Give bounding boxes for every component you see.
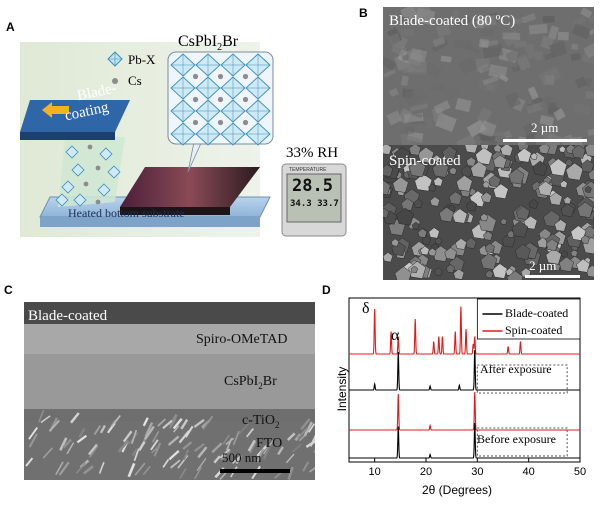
cs-atom-icon [192,73,199,80]
xrd-series-line [349,306,580,355]
cs-particle-icon [95,165,101,171]
alpha-label: α [391,327,400,344]
pbx-legend-icon [107,51,123,67]
layer-tio2-main: c-TiO [242,413,275,428]
sem-bottom-scale-label: 2 µm [529,258,557,273]
cs-particle-icon [95,199,101,205]
pbx-particle-icon [99,147,113,161]
sem-top-scale-label: 2 µm [531,120,559,135]
legend-cs-label: Cs [128,73,142,88]
x-tick-label: 50 [574,466,586,478]
layer-spiro-label: Spiro-OMeTAD [196,332,288,347]
sem-top-scale-bar [503,139,587,142]
cross-scale-bar [220,469,290,473]
pbx-particle-icon [73,193,87,207]
cs-legend-icon [112,78,118,84]
pbx-particle-icon [97,183,111,197]
rh-label: 33% RH [286,145,339,161]
cs-atom-icon [242,96,249,103]
panel-b-label: B [359,6,368,20]
layer-perovskite-main: CsPbI [224,374,259,389]
after-exposure-box [476,364,568,394]
cs-atom-icon [217,73,224,80]
crystal-lattice [170,53,271,146]
xrd-series-line [349,391,580,431]
xrd-series-line [349,349,580,391]
legend-blade-label: Blade-coated [505,306,569,320]
panel-a-schematic: Pb-X Cs CsPbI2Br Blade- coating 33% RH H… [20,22,355,262]
pbx-particle-icon [107,165,121,179]
cs-atom-icon [217,119,224,126]
layer-perovskite-sub: 2 [258,380,263,391]
blade-arrow-icon [42,102,69,118]
hygrometer-hum-value: 34.3 [290,199,312,209]
cs-particle-icon [87,144,93,150]
sem-top-texture [383,7,594,145]
xrd-svg: 10 20 30 40 50 [348,297,586,478]
substrate-label: Heated bottom substrate [68,206,185,220]
x-tick-label: 30 [471,466,483,478]
cs-atom-icon [242,119,249,126]
x-tick-label: 40 [523,466,535,478]
before-exposure-label: Before exposure [477,432,556,446]
layer-tio2-label: c-TiO2 [242,413,279,430]
xrd-ylabel: Intensity [335,366,349,412]
hygrometer-humidity: 34.3 33.7 [290,199,339,209]
panel-c-sem-cross-section: Blade-coated Spiro-OMeTAD CsPbI2Br c-TiO… [24,302,315,480]
pbx-particle-icon [71,163,85,177]
crystal-title-sub: 2 [217,42,223,54]
before-exposure-box [476,427,568,457]
crystal-title-main: CsPbI [178,33,218,50]
layer-perovskite-rest: Br [262,374,277,389]
pbx-particle-icon [61,180,75,194]
pbx-particle-icon [55,193,69,207]
layer-tio2-sub: 2 [274,419,280,430]
xrd-series-line [349,422,580,459]
hygrometer-header: TEMPERATURE [289,167,327,173]
hygrometer-temp: 28.5 [292,176,333,196]
layer-perovskite-label: CsPbI2Br [224,374,277,391]
crystal-title: CsPbI2Br [178,33,238,53]
legend-box [476,298,581,340]
crystal-title-rest: Br [222,33,239,50]
cs-atom-icon [192,119,199,126]
after-exposure-label: After exposure [480,362,552,376]
xrd-plot-frame [348,297,581,463]
hygrometer-hum-value2: 33.7 [317,199,339,209]
cs-particle-icon [83,181,89,187]
panel-c-label: C [4,283,13,297]
substrate-side [40,217,260,227]
sem-top-title: Blade-coated (80 ºC) [389,13,516,29]
solution-particles [55,144,121,207]
cs-atom-icon [242,73,249,80]
panel-a-label: A [6,20,15,34]
delta-label: δ [362,300,370,317]
hygrometer-screen [286,173,342,223]
x-tick-label: 10 [369,466,381,478]
panel-b-sem-top: Blade-coated (80 ºC) 2 µm [383,7,594,145]
blade-edge [20,132,115,140]
legend-spin-label: Spin-coated [505,323,563,337]
xrd-xlabel: 2θ (Degrees) [422,483,493,497]
legend-pbx-label: Pb-X [128,52,156,67]
sem-bottom-scale-bar [525,275,580,278]
cs-atom-icon [217,96,224,103]
film-edge [120,207,230,215]
panel-a-svg [20,42,347,237]
layer-fto-label: FTO [256,436,283,451]
x-tick-label: 20 [420,466,432,478]
panel-d-label: D [322,283,331,297]
cross-section-layers [24,302,315,480]
perovskite-film [120,167,260,207]
pbx-particle-icon [65,145,79,159]
sem-bottom-title: Spin-coated [389,153,461,169]
panel-b-sem-bottom: Spin-coated 2 µm [383,145,594,280]
panel-d-xrd-chart: 10 20 30 40 50 Intensity 2θ (Degrees) δ α Bl… [322,290,600,503]
sem-bottom-texture [383,145,594,280]
cross-title: Blade-coated [28,308,108,324]
cs-atom-icon [192,96,199,103]
cross-scale-label: 500 nm [222,450,262,465]
